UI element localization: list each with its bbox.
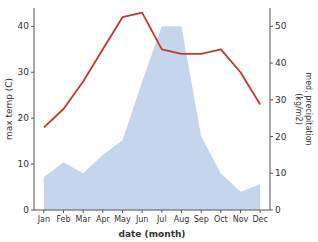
x-tick-label: Sep xyxy=(194,215,209,224)
y2-tick xyxy=(270,136,273,137)
y-tick xyxy=(31,72,34,73)
x-tick-label: Jan xyxy=(37,215,50,224)
x-tick-label: Mar xyxy=(76,215,92,224)
x-tick xyxy=(181,210,182,213)
x-tick xyxy=(240,210,241,213)
x-tick xyxy=(63,210,64,213)
y-tick xyxy=(31,210,34,211)
y-tick xyxy=(31,26,34,27)
y2-tick-label: 0 xyxy=(275,205,281,215)
x-tick xyxy=(122,210,123,213)
y2-tick xyxy=(270,26,273,27)
x-tick xyxy=(142,210,143,213)
x-tick-label: Apr xyxy=(96,215,111,224)
y-axis-label: max temp (C) xyxy=(4,78,14,140)
y2-tick-label: 30 xyxy=(275,95,287,105)
y2-axis-line xyxy=(270,8,271,210)
x-tick-label: Jul xyxy=(156,215,167,224)
y2-tick xyxy=(270,210,273,211)
plot-area xyxy=(44,13,260,210)
chart-container: 0 10 20 30 40 0 10 20 30 40 50 Jan Feb Mar AprMay Jun Ju… xyxy=(0,0,318,242)
precipitation-area xyxy=(44,26,260,210)
y-tick-label: 20 xyxy=(18,113,30,123)
x-tick xyxy=(43,210,44,213)
x-tick xyxy=(201,210,202,213)
x-axis-line xyxy=(34,210,270,211)
y-tick-label: 30 xyxy=(18,67,30,77)
y2-tick-label: 20 xyxy=(275,132,287,142)
y-tick-label: 10 xyxy=(18,159,30,169)
y-tick xyxy=(31,164,34,165)
x-tick-label: Jun xyxy=(135,215,149,224)
y2-tick xyxy=(270,99,273,100)
x-tick-label: Nov xyxy=(233,215,249,224)
x-tick xyxy=(260,210,261,213)
x-tick xyxy=(102,210,103,213)
y-axis-line xyxy=(34,8,35,210)
x-tick-label: Oct xyxy=(214,215,228,224)
temperature-line xyxy=(44,13,260,128)
chart: 0 10 20 30 40 0 10 20 30 40 50 Jan Feb Mar AprMay Jun Ju… xyxy=(0,0,318,242)
x-tick-label: Feb xyxy=(56,215,70,224)
y2-tick xyxy=(270,63,273,64)
x-tick xyxy=(220,210,221,213)
x-axis-label: date (month) xyxy=(119,229,186,239)
x-tick xyxy=(83,210,84,213)
y2-tick-label: 10 xyxy=(275,168,287,178)
y2-tick xyxy=(270,173,273,174)
x-tick-label: May xyxy=(114,215,131,224)
y2-axis-label: med. precipitation(kg/m2) xyxy=(294,72,313,145)
x-tick-label: Dec xyxy=(252,215,267,224)
y-tick-label: 40 xyxy=(18,21,30,31)
x-tick xyxy=(161,210,162,213)
y2-tick-label: 50 xyxy=(275,21,287,31)
y2-tick-label: 40 xyxy=(275,58,287,68)
y-tick-label: 0 xyxy=(23,205,29,215)
y-tick xyxy=(31,118,34,119)
x-tick-label: Aug xyxy=(174,215,190,224)
